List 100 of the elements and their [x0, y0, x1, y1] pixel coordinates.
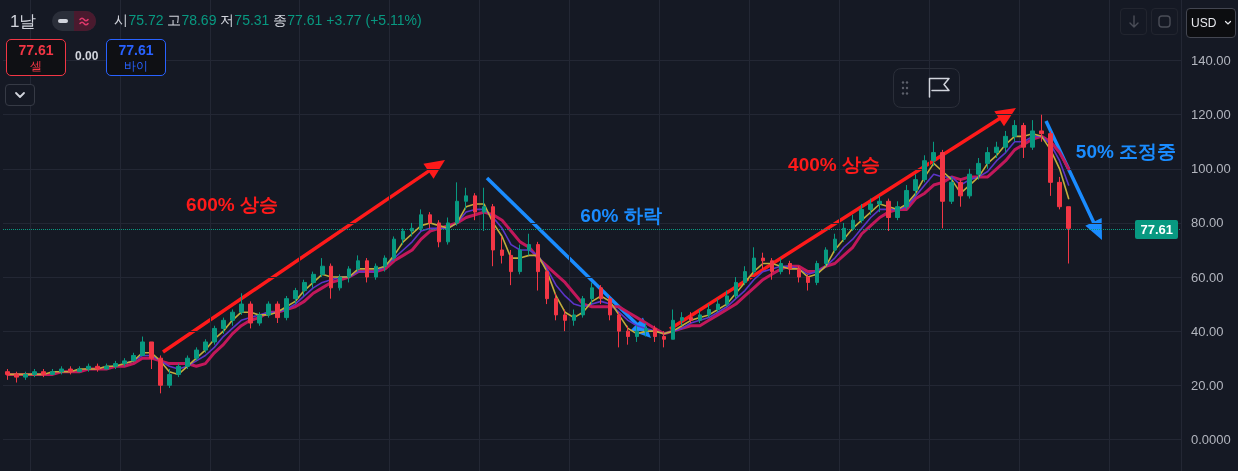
candlestick [14, 371, 19, 384]
candlestick [815, 260, 819, 286]
candlestick [140, 336, 145, 356]
candlestick [320, 257, 325, 278]
candlestick [1003, 130, 1008, 154]
candlestick [131, 352, 136, 362]
candlestick [527, 233, 531, 256]
candlestick [248, 300, 253, 329]
candlestick [122, 357, 127, 367]
candlestick [176, 363, 181, 378]
ref-line-label: 77.61 [1135, 220, 1178, 240]
candlestick [77, 365, 82, 373]
candlestick [392, 235, 396, 262]
y-tick-label: 0.0000 [1191, 431, 1231, 447]
candlestick [59, 365, 64, 375]
candlestick [743, 265, 747, 286]
candlestick [104, 363, 109, 370]
candlestick [554, 292, 558, 321]
candlestick [1012, 119, 1017, 143]
candlestick [940, 149, 945, 229]
candlestick [859, 203, 864, 224]
annotation: 77.61 [18, 41, 54, 58]
buy-button: 77.61 바이 [106, 39, 166, 76]
candlestick [904, 184, 909, 210]
candlestick [653, 325, 657, 343]
candlestick [1048, 130, 1053, 197]
candlestick [752, 246, 756, 275]
text: 1날 [10, 10, 37, 33]
candlestick [868, 198, 873, 216]
candlestick [455, 181, 459, 227]
candlestick [464, 187, 468, 210]
candlestick [770, 257, 774, 281]
candlestick [212, 325, 217, 346]
candlestick [599, 284, 603, 305]
candlestick [329, 263, 333, 300]
candlestick [536, 241, 540, 292]
y-tick-label: 60.00 [1191, 269, 1224, 285]
annotation: 셀 [30, 57, 42, 74]
candlestick [958, 179, 963, 208]
candlestick [563, 308, 567, 332]
candlestick [931, 141, 936, 167]
candlestick [626, 325, 630, 346]
candlestick [338, 273, 342, 292]
candlestick [86, 363, 91, 373]
annotation: 77.61 [118, 41, 154, 58]
candlestick [1066, 206, 1071, 264]
candlestick [239, 292, 244, 316]
candlestick [428, 211, 432, 229]
candlestick [50, 368, 55, 375]
candlestick [518, 244, 522, 275]
candlestick [913, 173, 918, 197]
annotation: 0.00 [75, 49, 99, 63]
candlestick [824, 246, 828, 267]
candlestick [383, 254, 387, 273]
candlestick [374, 263, 378, 281]
candlestick [68, 365, 73, 375]
candlestick [437, 219, 441, 248]
y-tick-label: 80.00 [1191, 215, 1224, 231]
candlestick [167, 368, 172, 389]
candlestick [32, 368, 37, 378]
candlestick [113, 360, 118, 370]
candlestick [779, 257, 783, 275]
candlestick [572, 308, 576, 327]
candlestick [985, 146, 990, 170]
candlestick [949, 176, 954, 205]
candlestick [608, 295, 612, 321]
candlestick [716, 298, 720, 313]
candlestick [347, 265, 351, 283]
candlestick [275, 300, 280, 324]
candlestick [257, 311, 262, 327]
annotation: 600% 상승 [186, 193, 278, 217]
candlestick [203, 338, 208, 354]
candlestick [922, 154, 927, 183]
candlestick [1039, 114, 1044, 143]
candlestick [221, 317, 226, 335]
candlestick [788, 260, 792, 275]
candlestick [761, 252, 765, 270]
candlestick [41, 368, 46, 378]
candlestick [877, 195, 882, 213]
candlestick [797, 265, 801, 283]
candlestick [311, 271, 316, 289]
candlestick [689, 311, 693, 324]
candlestick [1030, 119, 1035, 151]
candlestick [293, 287, 298, 305]
candlestick [698, 308, 702, 324]
y-tick-label: 40.00 [1191, 323, 1224, 339]
candlestick [581, 295, 585, 319]
candlestick [149, 341, 154, 370]
candlestick [1021, 122, 1026, 159]
y-tick-label: 20.00 [1191, 377, 1224, 393]
candlestick [95, 363, 100, 373]
candlestick [473, 192, 477, 221]
candlestick [680, 311, 684, 327]
candlestick [833, 233, 837, 254]
candlestick [23, 371, 28, 381]
candlestick [356, 254, 360, 273]
annotation: 50% 조정중 [1075, 140, 1177, 164]
candlestick [185, 354, 190, 370]
y-tick-label: 140.00 [1191, 53, 1231, 69]
candlestick [509, 249, 513, 286]
